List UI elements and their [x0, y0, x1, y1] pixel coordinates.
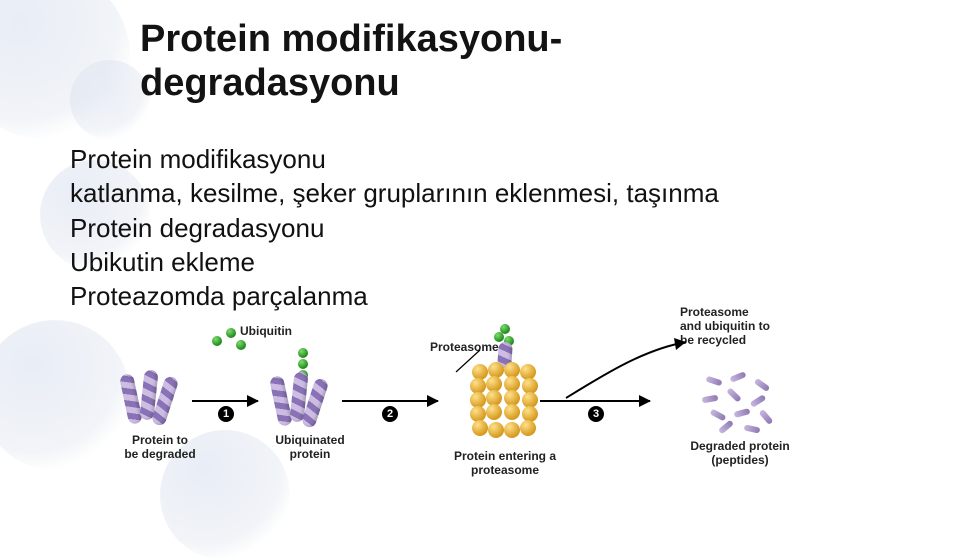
node-ubiquinated: Ubiquinated protein: [270, 356, 350, 462]
ubiquitin-dot: [226, 328, 236, 338]
page-title: Protein modifikasyonu- degradasyonu: [140, 18, 562, 105]
title-line1: Protein modifikasyonu-: [140, 18, 562, 60]
protein-icon: [120, 370, 178, 428]
recycle-l2: and ubiquitin to: [680, 320, 770, 334]
node-caption: Protein to be degraded: [120, 434, 200, 462]
node-caption: Protein entering a proteasome: [450, 450, 560, 478]
text-line: katlanma, kesilme, şeker gruplarının ekl…: [70, 176, 719, 210]
bg-bubble: [0, 320, 130, 470]
text-line: Protein degradasyonu: [70, 211, 719, 245]
text-line: Protein modifikasyonu: [70, 142, 719, 176]
arrow-step1: [192, 400, 258, 402]
arrow-step2: [342, 400, 438, 402]
proteasome-icon: [470, 348, 540, 440]
node-protein: Protein to be degraded: [120, 370, 200, 462]
ubiquitin-dot: [236, 340, 246, 350]
step-number-1: 1: [218, 406, 234, 422]
body-text: Protein modifikasyonu katlanma, kesilme,…: [70, 142, 719, 314]
peptide-fragments-icon: [700, 374, 780, 434]
title-line2: degradasyonu: [140, 62, 400, 104]
ubiquitin-dot: [212, 336, 222, 346]
recycle-l1: Proteasome: [680, 306, 770, 320]
degradation-diagram: Ubiquitin Proteasome Proteasome and ubiq…: [120, 330, 860, 520]
bg-bubble: [0, 0, 130, 140]
step-number-3: 3: [588, 406, 604, 422]
text-line: Proteazomda parçalanma: [70, 279, 719, 313]
ubiquitin-label: Ubiquitin: [240, 324, 292, 338]
node-caption: Ubiquinated protein: [270, 434, 350, 462]
node-proteasome: Protein entering a proteasome: [450, 348, 560, 478]
text-line: Ubikutin ekleme: [70, 245, 719, 279]
bg-bubble: [70, 60, 150, 140]
node-caption: Degraded protein (peptides): [680, 440, 800, 468]
protein-icon: [270, 356, 328, 428]
step-number-2: 2: [382, 406, 398, 422]
node-degraded: Degraded protein (peptides): [680, 374, 800, 468]
